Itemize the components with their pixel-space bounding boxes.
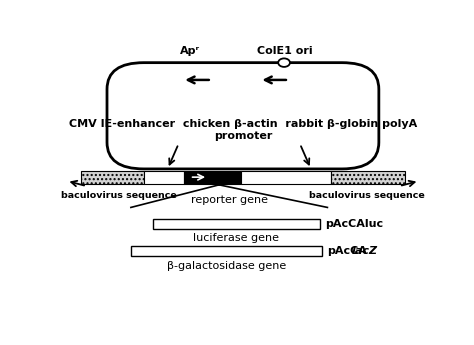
Text: luciferase gene: luciferase gene [193, 233, 279, 243]
Text: ColE1 ori: ColE1 ori [257, 46, 313, 56]
Bar [153, 219, 320, 229]
Text: lacZ: lacZ [352, 246, 378, 256]
FancyBboxPatch shape [107, 63, 379, 169]
Text: baculovirus sequence: baculovirus sequence [309, 191, 425, 200]
Bar [82, 171, 144, 184]
Text: β-galactosidase gene: β-galactosidase gene [167, 260, 286, 270]
Circle shape [278, 58, 290, 67]
Bar [184, 171, 241, 184]
Text: CMV IE-enhancer  chicken β-actin  rabbit β-globin polyA
promoter: CMV IE-enhancer chicken β-actin rabbit β… [69, 119, 417, 141]
Text: pAcCA: pAcCA [327, 246, 366, 256]
Text: Apʳ: Apʳ [180, 46, 200, 56]
Bar [241, 171, 331, 184]
Text: pAcCAluc: pAcCAluc [326, 219, 384, 229]
Text: reporter gene: reporter gene [191, 195, 268, 205]
Text: baculovirus sequence: baculovirus sequence [61, 191, 177, 200]
Bar [331, 171, 404, 184]
Bar [144, 171, 184, 184]
Bar [131, 246, 322, 256]
